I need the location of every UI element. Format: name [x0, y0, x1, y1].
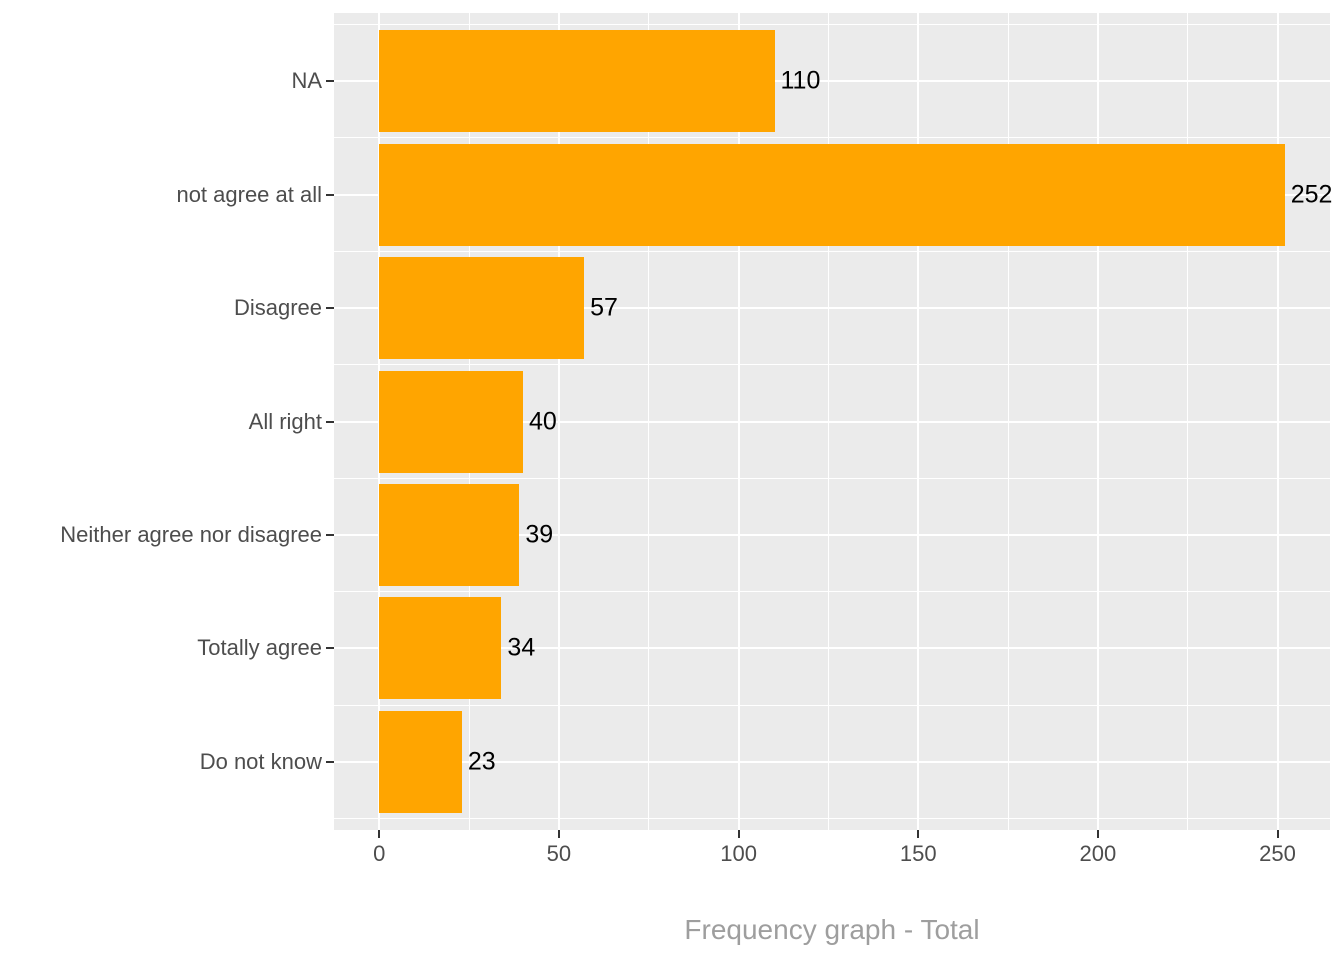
bar-value-label: 40 [528, 407, 557, 435]
bar [379, 143, 1285, 246]
x-axis-tick-mark [737, 830, 740, 838]
y-axis-tick-label: Neither agree nor disagree [60, 521, 322, 547]
bar [379, 370, 523, 473]
x-axis-tick-mark [1276, 830, 1279, 838]
bar-value-label: 110 [780, 66, 821, 95]
gridline-minor-horizontal [334, 250, 1330, 252]
gridline-major-horizontal [334, 80, 1330, 83]
gridline-major-horizontal [334, 420, 1330, 423]
x-axis-tick-mark [917, 830, 920, 838]
y-axis-tick-mark [326, 533, 334, 536]
gridline-minor-horizontal [334, 704, 1330, 706]
x-axis-tick-label: 200 [1079, 841, 1117, 866]
x-axis-tick-mark [378, 830, 381, 838]
y-axis-tick-label: All right [248, 408, 322, 434]
y-axis-tick-mark [326, 307, 334, 310]
bar-value-label: 23 [467, 747, 496, 776]
gridline-minor-horizontal [334, 137, 1330, 139]
gridline-major-horizontal [334, 647, 1330, 650]
plot-panel: 110 252 57 40 39 34 23 [334, 13, 1333, 830]
y-axis-tick-label: Do not know [199, 748, 322, 774]
gridline-minor-horizontal [334, 477, 1330, 479]
bar-value-label: 57 [590, 293, 618, 322]
gridline-major-horizontal [334, 760, 1330, 763]
y-axis-tick-mark [326, 420, 334, 423]
gridline-minor-horizontal [334, 591, 1330, 593]
y-axis-tick-mark [326, 80, 334, 83]
x-axis-tick-label: 250 [1259, 841, 1296, 866]
bar [379, 257, 585, 360]
bar-value-label: 252 [1290, 180, 1333, 209]
x-axis-tick-label: 50 [546, 841, 572, 866]
bar [379, 30, 775, 133]
gridline-major-horizontal [334, 307, 1330, 310]
x-axis-tick-mark [1096, 830, 1099, 838]
y-axis-tick-label: Totally agree [197, 635, 322, 661]
y-axis-tick-mark [326, 193, 334, 196]
gridline-minor-horizontal [334, 364, 1330, 366]
y-axis-tick-mark [326, 647, 334, 650]
bar [379, 483, 520, 586]
y-axis-tick-mark [326, 760, 334, 763]
x-axis-title: Frequency graph - Total [684, 914, 980, 945]
x-axis-tick-mark [557, 830, 560, 838]
y-axis-tick-label: NA [291, 68, 322, 94]
y-axis-tick-label: not agree at all [176, 181, 322, 207]
bar [379, 597, 502, 700]
gridline-major-horizontal [334, 533, 1330, 536]
x-axis-tick-label: 150 [899, 841, 937, 866]
bar-value-label: 34 [507, 633, 536, 662]
gridline-minor-horizontal [334, 23, 1330, 25]
x-axis-tick-label: 0 [373, 841, 386, 866]
x-axis-tick-label: 100 [720, 841, 757, 866]
bar-value-label: 39 [525, 520, 554, 549]
gridline-minor-horizontal [334, 818, 1330, 820]
bar [379, 710, 462, 813]
y-axis-tick-label: Disagree [233, 295, 322, 321]
